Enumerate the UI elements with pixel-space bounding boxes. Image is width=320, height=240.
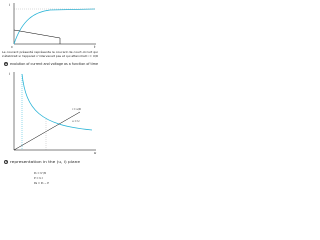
marker-bg (4, 62, 8, 66)
current-curve (13, 8, 96, 45)
hyperbola (21, 73, 93, 131)
marker-bg (4, 160, 8, 164)
line-label: i = u/R (72, 107, 81, 111)
marker: b (5, 160, 8, 164)
y-label: i (9, 72, 10, 76)
load-line (13, 111, 81, 151)
equation: P₀ = U²/R (34, 171, 46, 175)
x-label: u (94, 151, 97, 155)
marker: a (5, 62, 7, 66)
figure-a: i t 0 Le courant présenté représente le … (2, 3, 98, 66)
note: s'établirait si l'appareil n'intervenait… (2, 54, 98, 58)
x-label: t (94, 45, 96, 49)
voltage-line (13, 29, 61, 44)
caption: representation in the (u, i) plane (10, 160, 80, 164)
caption: evolution of current and voltage as a fu… (10, 62, 98, 66)
equation: Pa = P₀ − P (34, 181, 49, 185)
figure-b: i u u = U i = u/R b representation in th… (4, 72, 97, 185)
y-label: i (9, 3, 10, 7)
origin: 0 (11, 45, 13, 49)
note: Le courant présenté représente le couran… (2, 50, 98, 54)
curve-label: u = U (72, 119, 79, 123)
equation: P = U·I (34, 176, 43, 180)
document: i t 0 Le courant présenté représente le … (2, 3, 98, 185)
